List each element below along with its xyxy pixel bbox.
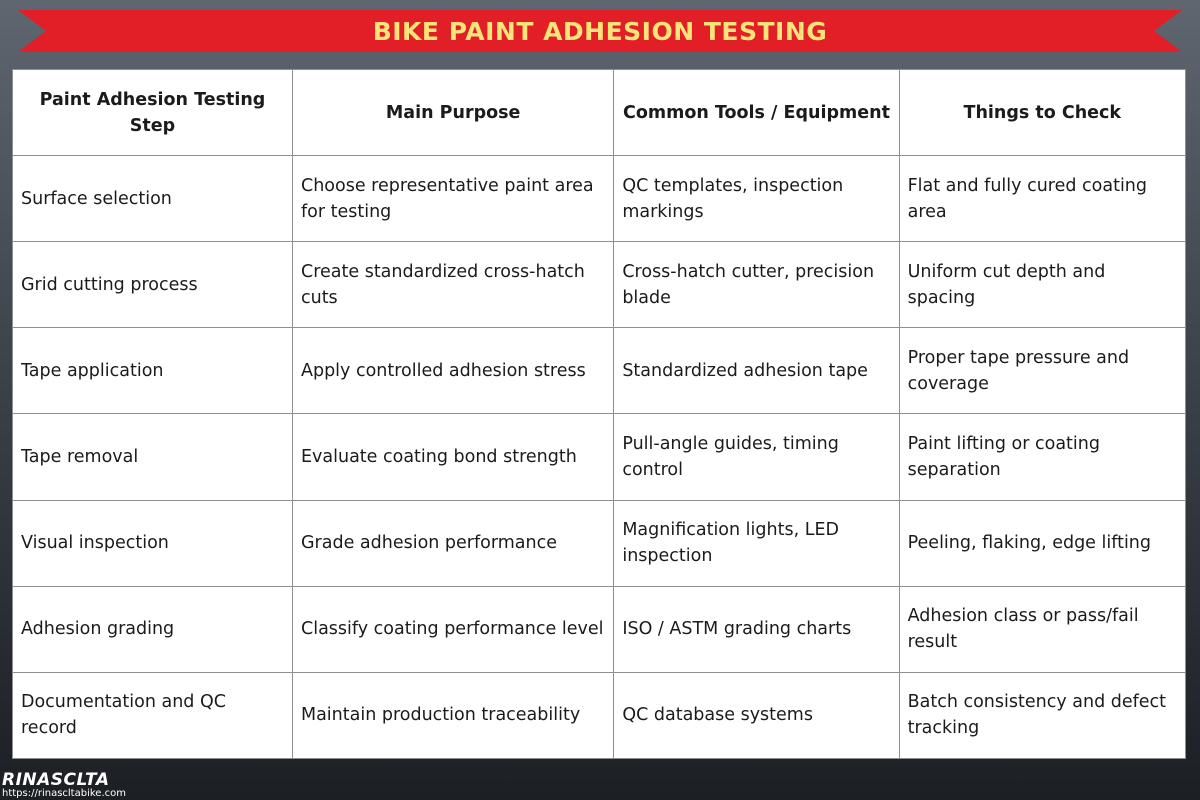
- header-purpose: Main Purpose: [291, 69, 615, 156]
- header-tools: Common Tools / Equipment: [613, 69, 900, 156]
- cell-step: Visual inspection: [12, 499, 293, 587]
- brand-logo: RINASCLTA: [2, 771, 109, 789]
- cell-checks: Peeling, flaking, edge lifting: [898, 499, 1187, 587]
- cell-checks: Batch consistency and defect tracking: [898, 671, 1187, 760]
- cell-tools: QC templates, inspection markings: [613, 154, 900, 243]
- adhesion-table-container: Paint Adhesion Testing Step Main Purpose…: [12, 69, 1187, 760]
- cell-tools: Magnification lights, LED inspection: [613, 499, 900, 587]
- cell-tools: ISO / ASTM grading charts: [613, 585, 900, 673]
- cell-checks: Flat and fully cured coating area: [898, 154, 1187, 243]
- cell-checks: Adhesion class or pass/fail result: [898, 585, 1187, 673]
- cell-checks: Proper tape pressure and coverage: [898, 327, 1187, 415]
- cell-purpose: Classify coating performance level: [291, 585, 615, 673]
- cell-tools: QC database systems: [613, 671, 900, 760]
- header-step: Paint Adhesion Testing Step: [12, 69, 293, 156]
- table-row: Visual inspection Grade adhesion perform…: [12, 499, 1187, 587]
- cell-step: Tape application: [12, 327, 293, 415]
- cell-purpose: Evaluate coating bond strength: [291, 413, 615, 501]
- header-checks: Things to Check: [898, 69, 1187, 156]
- cell-purpose: Create standardized cross-hatch cuts: [291, 241, 615, 329]
- table-row: Tape removal Evaluate coating bond stren…: [12, 413, 1187, 501]
- cell-step: Documentation and QC record: [12, 671, 293, 760]
- cell-tools: Pull-angle guides, timing control: [613, 413, 900, 501]
- adhesion-testing-table: Paint Adhesion Testing Step Main Purpose…: [12, 69, 1187, 760]
- table-row: Surface selection Choose representative …: [12, 154, 1187, 243]
- cell-step: Surface selection: [12, 154, 293, 243]
- table-header-row: Paint Adhesion Testing Step Main Purpose…: [12, 69, 1187, 156]
- table-row: Adhesion grading Classify coating perfor…: [12, 585, 1187, 673]
- cell-purpose: Maintain production traceability: [291, 671, 615, 760]
- table-row: Documentation and QC record Maintain pro…: [12, 671, 1187, 760]
- brand-url: https://rinascltabike.com: [2, 788, 126, 799]
- cell-step: Tape removal: [12, 413, 293, 501]
- cell-checks: Paint lifting or coating separation: [898, 413, 1187, 501]
- cell-step: Adhesion grading: [12, 585, 293, 673]
- cell-step: Grid cutting process: [12, 241, 293, 329]
- cell-checks: Uniform cut depth and spacing: [898, 241, 1187, 329]
- page-title: BIKE PAINT ADHESION TESTING: [372, 16, 828, 46]
- brand-footer: RINASCLTA https://rinascltabike.com: [2, 771, 182, 800]
- table-row: Grid cutting process Create standardized…: [12, 241, 1187, 329]
- table-row: Tape application Apply controlled adhesi…: [12, 327, 1187, 415]
- cell-purpose: Choose representative paint area for tes…: [291, 154, 615, 243]
- brand-logo-text: RINASCLTA: [2, 770, 110, 790]
- cell-purpose: Grade adhesion performance: [291, 499, 615, 587]
- cell-tools: Cross-hatch cutter, precision blade: [613, 241, 900, 329]
- cell-tools: Standardized adhesion tape: [613, 327, 900, 415]
- cell-purpose: Apply controlled adhesion stress: [291, 327, 615, 415]
- title-banner: BIKE PAINT ADHESION TESTING: [18, 10, 1182, 52]
